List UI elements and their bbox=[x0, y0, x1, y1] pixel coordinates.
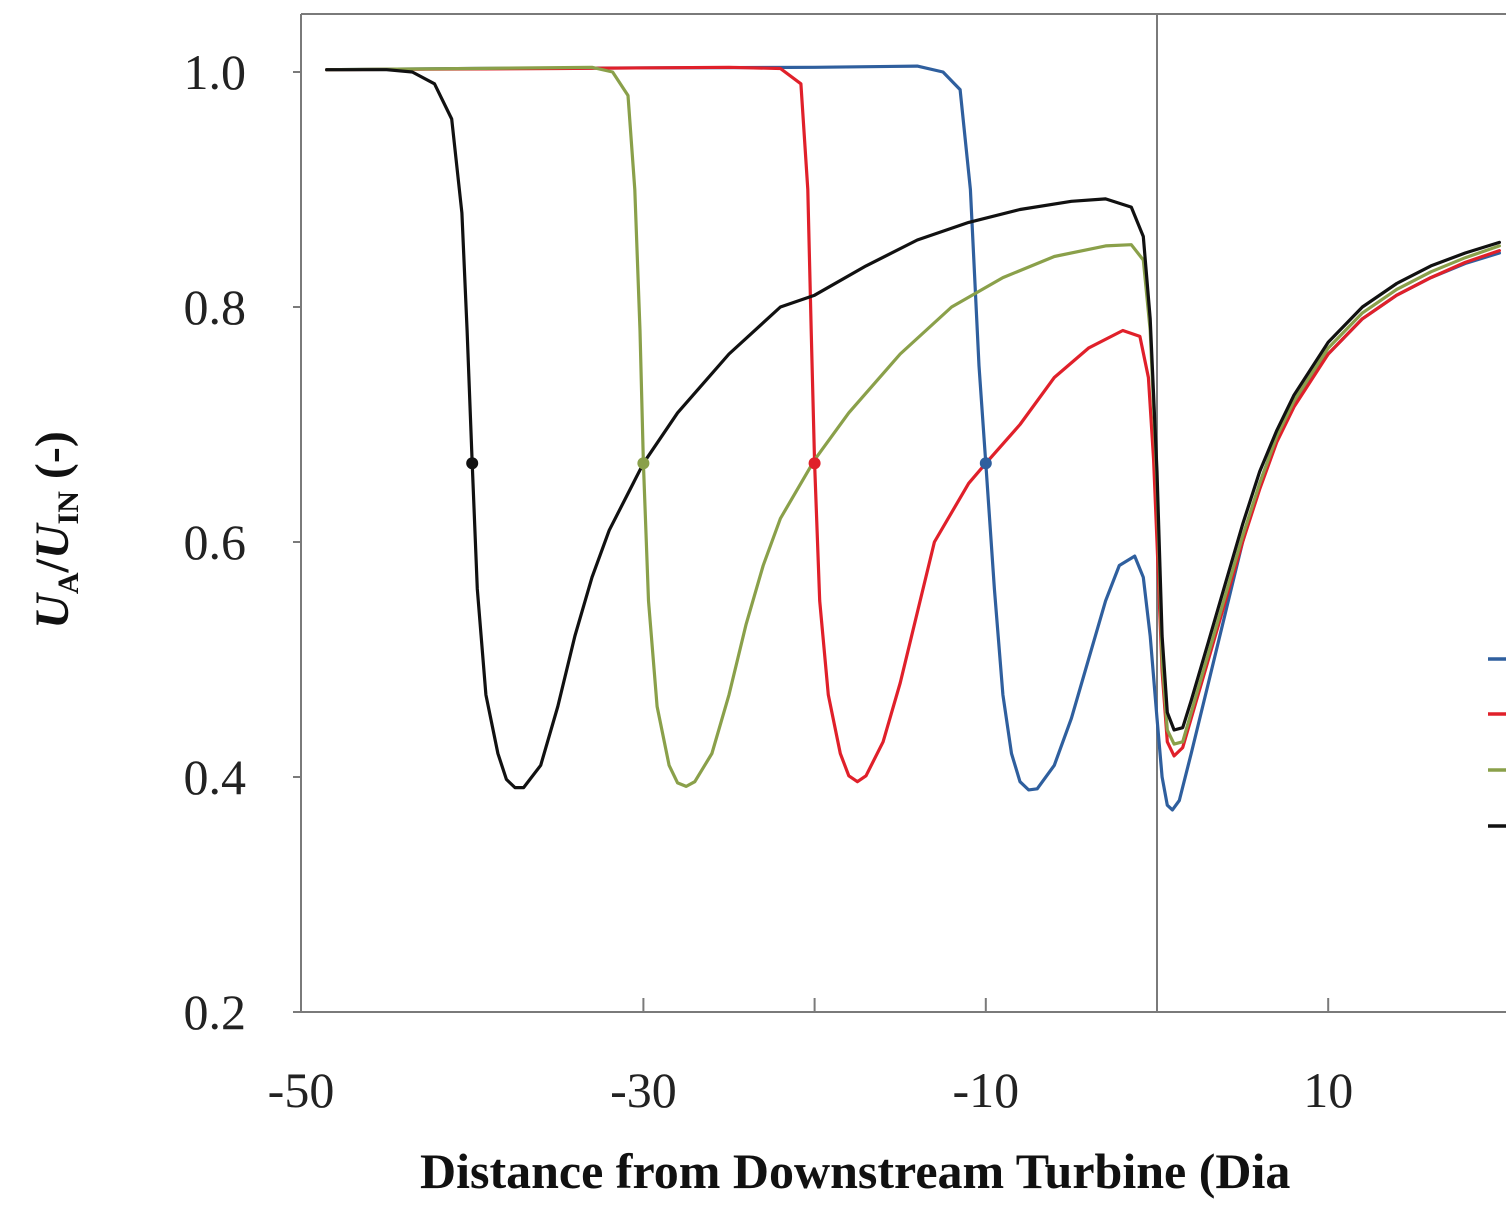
series-line bbox=[325, 65, 1501, 788]
legend-layer bbox=[1488, 657, 1506, 828]
series-marker-point bbox=[637, 457, 650, 470]
y-tick-label: 0.8 bbox=[184, 279, 247, 335]
y-axis-title-u-a: U bbox=[26, 592, 79, 629]
y-axis-title-u-in: U bbox=[26, 522, 79, 559]
x-tick-label: -10 bbox=[952, 1062, 1019, 1118]
marker-layer bbox=[466, 457, 992, 470]
plot-frame bbox=[300, 13, 1506, 1013]
x-tick-label: -50 bbox=[268, 1062, 335, 1118]
tick-layer: 0.2 0.4 0.6 0.8 1.0 -50 -30 -10 10 bbox=[184, 44, 1354, 1118]
y-tick-label: 1.0 bbox=[184, 44, 247, 100]
y-axis-title-slash: / bbox=[26, 558, 79, 573]
series-line bbox=[325, 65, 1501, 784]
series-marker-point bbox=[979, 457, 992, 470]
x-tick-label: 10 bbox=[1303, 1062, 1353, 1118]
series-line bbox=[325, 64, 1501, 812]
y-tick-label: 0.2 bbox=[184, 984, 247, 1040]
y-tick-label: 0.4 bbox=[184, 749, 247, 805]
y-axis-title-sub-a: A bbox=[52, 572, 85, 594]
y-axis-title: UA/UIN (-) bbox=[26, 431, 85, 629]
y-tick-label: 0.6 bbox=[184, 514, 247, 570]
x-axis-title: Distance from Downstream Turbine (Dia bbox=[420, 1143, 1290, 1199]
x-tick-label: -30 bbox=[610, 1062, 677, 1118]
series-layer bbox=[325, 64, 1501, 812]
series-marker-point bbox=[808, 457, 821, 470]
series-line bbox=[325, 68, 1501, 790]
y-axis-title-unit: (-) bbox=[26, 431, 79, 491]
y-axis-title-sub-in: IN bbox=[52, 491, 85, 525]
series-marker-point bbox=[466, 457, 479, 470]
